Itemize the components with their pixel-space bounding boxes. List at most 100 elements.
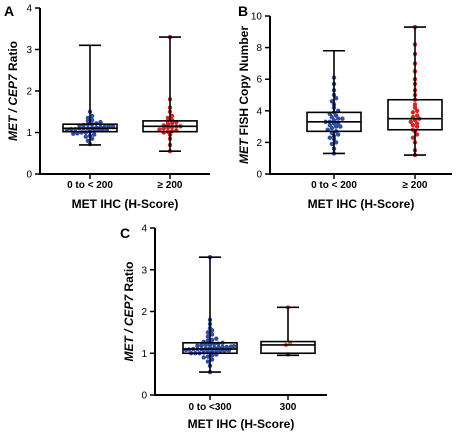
panel-letter: C: [120, 225, 130, 241]
y-tick-label: 4: [141, 224, 147, 235]
data-point: [410, 135, 416, 140]
y-axis-label-rest: FISH Copy Number: [237, 26, 251, 139]
data-point: [106, 124, 112, 129]
data-point: [209, 328, 215, 333]
data-point: [157, 127, 162, 132]
x-tick-label: 0 to <300: [188, 402, 232, 413]
data-point: [329, 99, 335, 104]
data-point: [199, 343, 204, 348]
data-point: [333, 113, 339, 118]
data-point: [205, 359, 211, 364]
data-point: [414, 124, 420, 129]
box-iqr: [387, 98, 443, 131]
data-point: [209, 353, 215, 358]
data-point: [209, 357, 215, 362]
data-point: [340, 116, 345, 121]
y-tick-label: 8: [256, 43, 262, 54]
y-axis-label-italic: MET / CEP7: [122, 294, 136, 362]
data-point: [329, 125, 335, 131]
data-point: [169, 113, 175, 119]
y-tick-label: 10: [251, 12, 263, 23]
y-axis-label-rest: Ratio: [122, 261, 136, 294]
data-point: [231, 343, 237, 349]
data-point: [329, 141, 335, 147]
panel-letter: A: [4, 3, 14, 19]
data-point: [414, 132, 420, 137]
data-point: [203, 342, 208, 348]
panel-letter: B: [238, 3, 248, 19]
data-point: [333, 124, 339, 129]
data-point: [329, 114, 335, 120]
data-point: [89, 117, 95, 123]
data-point: [85, 138, 91, 143]
x-tick-label: ≥ 200: [403, 180, 428, 191]
y-tick-label: 1: [141, 349, 147, 360]
data-point: [110, 124, 116, 129]
data-point: [85, 118, 91, 124]
y-tick-label: 4: [256, 106, 262, 117]
x-axis-label: MET IHC (H-Score): [188, 417, 295, 431]
data-point: [414, 113, 420, 118]
data-point: [410, 110, 416, 115]
y-axis-label-italic: MET / CEP7: [6, 73, 20, 141]
y-tick-label: 3: [141, 265, 147, 276]
data-point: [89, 136, 95, 141]
data-point: [224, 344, 229, 350]
box-0: [62, 44, 118, 147]
data-point: [218, 348, 223, 354]
data-point: [327, 135, 332, 140]
data-point: [205, 354, 211, 359]
data-point: [412, 102, 418, 107]
data-point: [333, 140, 339, 145]
x-tick-label: 0 to < 200: [67, 180, 113, 191]
data-point: [165, 122, 171, 127]
y-tick-label: 4: [26, 4, 32, 15]
y-tick-label: 1: [26, 128, 32, 139]
y-axis-label: MET FISH Copy Number: [237, 26, 251, 164]
y-axis-label: MET / CEP7 Ratio: [6, 41, 20, 141]
x-axis-label: MET IHC (H-Score): [308, 197, 415, 211]
y-tick-label: 6: [256, 75, 262, 86]
data-point: [414, 108, 420, 114]
box-iqr: [260, 340, 316, 355]
box-iqr: [182, 342, 238, 355]
data-point: [214, 348, 219, 354]
y-tick-label: 2: [256, 138, 262, 149]
data-point: [83, 134, 89, 139]
panel-a: A 0 1 2 3 4 MET / CEP7 Ratio MET IHC (H-Score) 0…: [4, 3, 210, 211]
data-point: [214, 336, 219, 341]
y-axis-label: MET / CEP7 Ratio: [122, 261, 136, 361]
data-point: [92, 132, 97, 137]
panel-c: C 0 1 2 3 4 MET / CEP7 Ratio MET IHC (H-Score) 0…: [120, 224, 327, 431]
data-point: [338, 124, 343, 129]
data-point: [201, 355, 206, 360]
y-axis-label-italic: MET: [237, 137, 251, 164]
x-tick-label: 0 to < 200: [311, 180, 357, 191]
box-1: [260, 305, 316, 357]
data-point: [209, 337, 215, 343]
box-0: [306, 49, 362, 156]
x-tick-label: 300: [280, 402, 297, 413]
data-point: [220, 344, 225, 350]
data-point: [205, 334, 211, 339]
data-point: [98, 119, 103, 125]
y-tick-label: 0: [141, 391, 147, 402]
y-axis-label-rest: Ratio: [6, 41, 20, 74]
x-axis-label: MET IHC (H-Score): [72, 197, 179, 211]
y-tick-label: 3: [26, 45, 32, 56]
data-point: [408, 119, 413, 125]
data-point: [205, 330, 211, 335]
data-point: [89, 113, 95, 119]
box-1: [142, 34, 198, 154]
data-point: [412, 105, 418, 110]
data-point: [207, 342, 213, 348]
data-point: [205, 338, 211, 343]
y-tick-label: 0: [256, 170, 262, 181]
data-point: [336, 132, 341, 137]
data-point: [333, 95, 339, 101]
y-tick-label: 2: [26, 87, 32, 98]
data-point: [71, 131, 76, 136]
x-tick-label: ≥ 200: [158, 180, 183, 191]
